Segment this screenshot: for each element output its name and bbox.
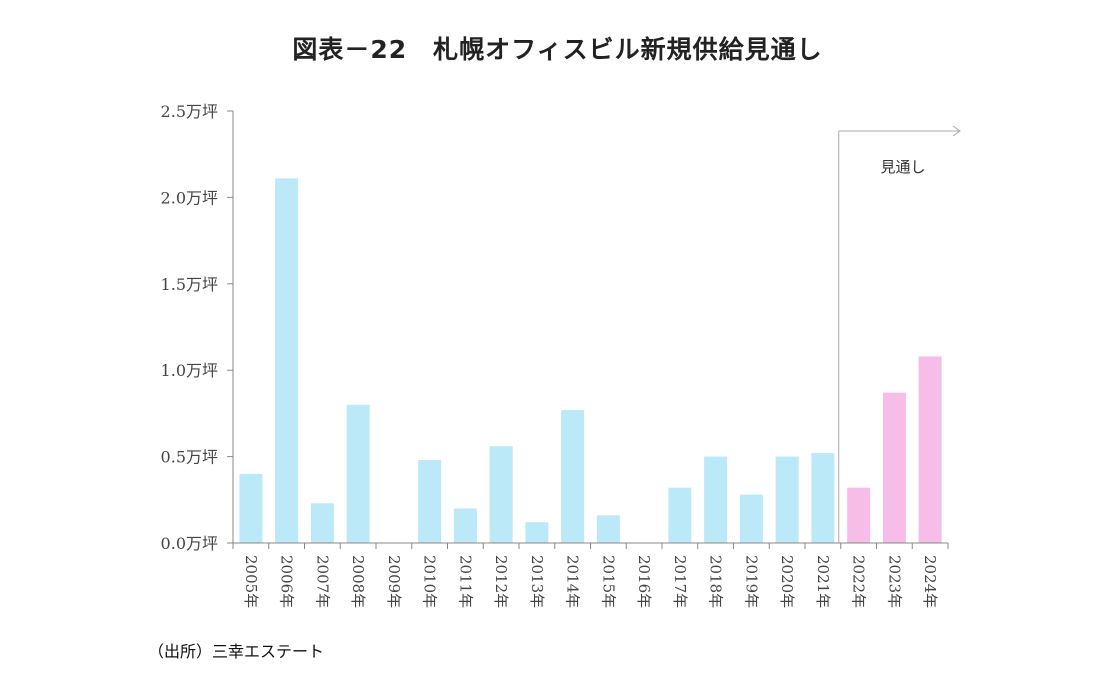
x-tick-label: 2007年 xyxy=(313,555,331,608)
x-tick-label: 2020年 xyxy=(778,555,796,608)
bar-2021年 xyxy=(811,453,835,543)
bar-2005年 xyxy=(239,473,263,543)
y-tick-label: 2.0万坪 xyxy=(161,188,218,207)
bar-2019年 xyxy=(739,494,763,543)
bar-2018年 xyxy=(704,456,728,543)
bar-2014年 xyxy=(561,409,585,543)
x-tick-label: 2015年 xyxy=(599,555,617,608)
y-axis: 0.0万坪 0.5万坪 1.0万坪 1.5万坪 2.0万坪 2.5万坪 xyxy=(161,102,234,553)
y-tick-label: 1.5万坪 xyxy=(161,275,218,294)
y-tick-label: 2.5万坪 xyxy=(161,102,218,121)
bars xyxy=(239,178,942,543)
bar-2023年 xyxy=(882,392,906,543)
bar-2011年 xyxy=(453,508,477,543)
bar-2024年 xyxy=(918,356,942,543)
bar-2015年 xyxy=(596,515,620,543)
bar-2008年 xyxy=(346,404,370,543)
x-tick-label: 2010年 xyxy=(421,555,439,608)
x-tick-label: 2005年 xyxy=(242,555,260,608)
x-tick-label: 2008年 xyxy=(349,555,367,608)
bar-2020年 xyxy=(775,456,799,543)
y-tick-label: 0.5万坪 xyxy=(161,448,218,467)
bar-2006年 xyxy=(275,178,299,543)
x-tick-label: 2018年 xyxy=(707,555,725,608)
x-tick-label: 2012年 xyxy=(492,555,510,608)
x-tick-label: 2022年 xyxy=(850,555,868,608)
forecast-label: 見通し xyxy=(880,158,925,176)
chart-title: 図表－22 札幌オフィスビル新規供給見通し xyxy=(292,35,823,64)
bar-2013年 xyxy=(525,522,549,543)
bar-2007年 xyxy=(310,503,334,543)
x-tick-label: 2009年 xyxy=(385,555,403,608)
x-tick-label: 2006年 xyxy=(278,555,296,608)
x-axis: 2005年 2006年 2007年 2008年 2009年 2010年 2011年 2012年… xyxy=(232,542,949,608)
source-note: （出所）三幸エステート xyxy=(148,642,325,661)
x-tick-label: 2014年 xyxy=(564,555,582,608)
y-tick-label: 1.0万坪 xyxy=(161,361,218,380)
x-tick-label: 2011年 xyxy=(456,555,474,608)
bar-2012年 xyxy=(489,446,513,543)
y-tick-label: 0.0万坪 xyxy=(161,534,218,553)
forecast-marker: 見通し xyxy=(838,125,961,543)
x-tick-label: 2019年 xyxy=(742,555,760,608)
bar-2022年 xyxy=(847,487,871,543)
x-tick-label: 2013年 xyxy=(528,555,546,608)
x-tick-label: 2024年 xyxy=(921,555,939,608)
arrowhead-icon xyxy=(952,125,961,137)
bar-2010年 xyxy=(418,460,442,543)
bar-2017年 xyxy=(668,487,692,543)
x-tick-label: 2016年 xyxy=(635,555,653,608)
x-tick-label: 2017年 xyxy=(671,555,689,608)
x-tick-label: 2021年 xyxy=(814,555,832,608)
x-tick-label: 2023年 xyxy=(885,555,903,608)
